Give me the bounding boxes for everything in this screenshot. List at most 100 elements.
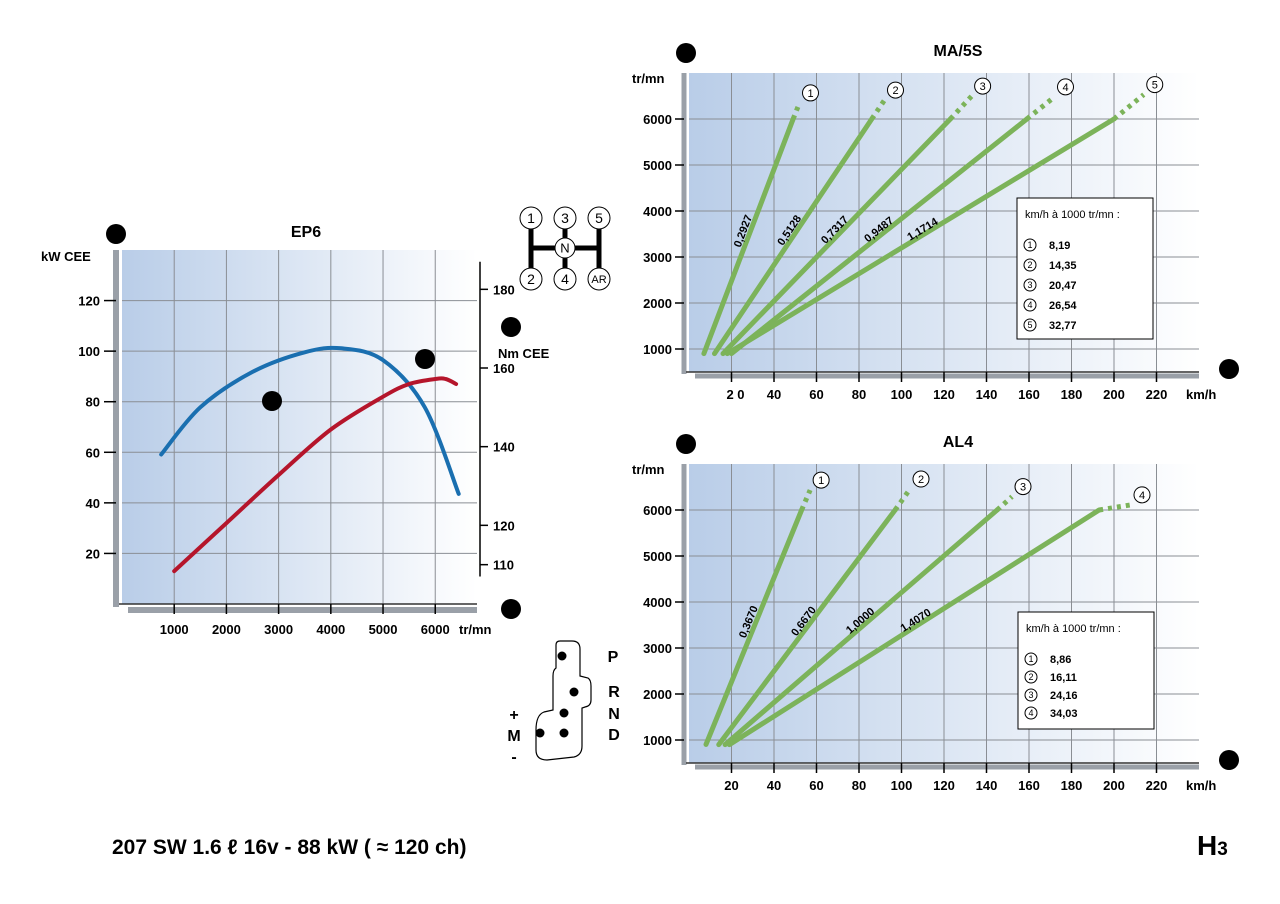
gear-top-3: 3	[561, 210, 569, 226]
y2-tick-label: 110	[493, 558, 514, 573]
legend-gear-1-circle	[1023, 238, 1037, 252]
gear-top-5-circle	[587, 206, 611, 230]
y-axis-label: tr/mn	[632, 71, 665, 86]
auto-position-R: R	[608, 684, 620, 701]
x-tick-label: 120	[933, 387, 955, 402]
legend-gear-3-circle	[1023, 278, 1037, 292]
gear-neutral-circle	[554, 237, 576, 259]
marker-e-circle	[262, 391, 282, 411]
y2-axis-label: Nm CEE	[498, 346, 550, 361]
gear-label-1: 1	[807, 88, 813, 100]
legend-gear-4-circle	[1024, 706, 1038, 720]
legend-box	[1016, 197, 1154, 340]
legend-value-1: 8,86	[1050, 654, 1071, 666]
legend-gear-4: 4	[1028, 708, 1033, 718]
automatic-gearshift-diagram: P RND + M -	[507, 640, 620, 766]
gear-label-4-circle	[1133, 486, 1151, 504]
legend-value-4: 26,54	[1049, 300, 1077, 312]
legend-title: km/h à 1000 tr/mn :	[1025, 209, 1120, 221]
chart-title: EP6	[291, 224, 321, 241]
legend-gear-2: 2	[1027, 260, 1032, 270]
gear-line-dotted-5	[1112, 92, 1146, 121]
marker-a: a	[682, 436, 691, 453]
y-tick-label: 1000	[643, 342, 672, 357]
plot-area	[122, 250, 477, 604]
gear-bottom-AR-circle	[587, 267, 611, 291]
gear-label-4: 4	[1062, 82, 1068, 94]
marker-c: c	[507, 319, 515, 336]
y-tick-label: 5000	[643, 158, 672, 173]
y-tick-label: 80	[86, 395, 100, 410]
x-tick-label: 3000	[264, 622, 293, 637]
auto-manual-label: M	[507, 728, 520, 745]
auto-gate-dot	[559, 728, 569, 738]
legend-gear-1: 1	[1027, 240, 1032, 250]
legend-box	[1017, 611, 1155, 730]
x-tick-label: 40	[767, 387, 781, 402]
auto-minus: -	[511, 749, 516, 766]
chart-ma5s: 40 60 80 100 120 140 160 180 200 220 2 0 1000 2000 30…	[632, 43, 1239, 402]
y-tick-label: 2000	[643, 296, 672, 311]
gear-line-dotted-1	[799, 489, 813, 511]
gear-line-dotted-1	[790, 102, 802, 120]
legend-value-2: 16,11	[1050, 672, 1077, 684]
x-axis-label: km/h	[1186, 778, 1216, 793]
y2-tick-label: 180	[493, 282, 515, 297]
marker-d: d	[420, 351, 429, 368]
y-axis-label: kW CEE	[41, 249, 91, 264]
auto-position-P: P	[608, 649, 619, 666]
gear-line-2	[716, 507, 898, 748]
footer-title: 207 SW 1.6 ℓ 16v - 88 kW ( ≈ 120 ch)	[112, 836, 467, 859]
gear-line-2	[712, 116, 875, 357]
chart-title: MA/5S	[934, 43, 983, 60]
gear-line-dotted-3	[995, 494, 1014, 512]
y-tick-label: 2000	[643, 687, 672, 702]
gear-label-5-circle	[1146, 76, 1164, 94]
gear-label-1-circle	[802, 84, 819, 102]
auto-gate-dot	[559, 708, 569, 718]
legend-title: km/h à 1000 tr/mn :	[1026, 623, 1121, 635]
y-tick-label: 60	[86, 445, 100, 460]
legend-value-4: 34,03	[1050, 708, 1078, 720]
gear-label-2-circle	[887, 81, 904, 99]
gear-label-1-circle	[812, 471, 830, 489]
gear-line-1	[703, 507, 805, 747]
auto-gate-dot	[557, 651, 567, 661]
x-tick-label: 200	[1103, 387, 1125, 402]
gear-bottom-4: 4	[561, 271, 569, 287]
x-tick-label: 80	[852, 778, 866, 793]
y2-tick-label: 140	[493, 440, 515, 455]
x-tick-label: 2 0	[726, 387, 744, 402]
y-axis-label: tr/mn	[632, 462, 665, 477]
legend-value-3: 20,47	[1049, 280, 1077, 292]
gear-line-3	[720, 116, 953, 357]
y-tick-label: 6000	[643, 503, 672, 518]
x-tick-label: 180	[1061, 387, 1083, 402]
gear-line-dotted-2	[893, 487, 913, 512]
gear-line-4	[729, 116, 1030, 357]
auto-gate-dot	[569, 687, 579, 697]
y-tick-label: 3000	[643, 641, 672, 656]
legend-gear-3-circle	[1024, 688, 1038, 702]
marker-a-circle	[676, 43, 696, 63]
y-tick-label: 1000	[643, 733, 672, 748]
gear-label-2: 2	[918, 474, 924, 486]
legend-gear-2-circle	[1024, 670, 1038, 684]
legend-value-1: 8,19	[1049, 240, 1070, 252]
marker-a-circle	[676, 434, 696, 454]
gear-line-1	[701, 116, 796, 357]
legend-gear-1-circle	[1024, 652, 1038, 666]
marker-e: e	[268, 393, 276, 410]
legend-value-2: 14,35	[1049, 260, 1077, 272]
legend-gear-3: 3	[1027, 280, 1032, 290]
page-code-main: H	[1197, 830, 1218, 861]
gear-line-5	[724, 116, 1117, 357]
y-tick-label: 100	[78, 344, 100, 359]
chart-title: AL4	[943, 434, 973, 451]
legend-gear-5: 5	[1027, 320, 1032, 330]
marker-b: b	[111, 226, 120, 243]
y-tick-label: 40	[86, 496, 100, 511]
x-tick-label: 120	[933, 778, 955, 793]
x-tick-label: 4000	[316, 622, 345, 637]
